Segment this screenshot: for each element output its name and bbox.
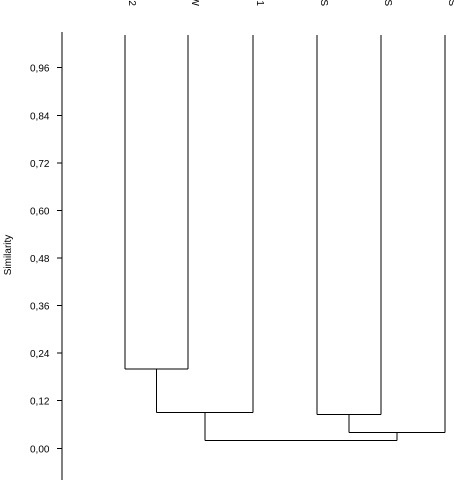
leaf-label: CS [382,0,393,6]
y-axis-label: Similarity [3,235,14,276]
leaf-labels: SS2 CW SS1 TS CS MS [126,0,454,7]
y-tick-label: 0,72 [30,159,50,170]
y-tick-label: 0,60 [30,206,50,217]
leaf-label: SS2 [126,0,137,6]
y-tick-label: 0,24 [30,349,50,360]
dendrogram-branches [124,35,446,441]
y-tick-label: 0,36 [30,302,50,313]
y-tick-label: 0,00 [30,444,50,455]
leaf-label: CW [189,0,200,7]
y-axis-ticks: 0,96 0,84 0,72 0,60 0,48 0,36 0,24 0,12 0,00 [30,64,62,455]
y-tick-label: 0,96 [30,64,50,75]
y-tick-label: 0,12 [30,397,50,408]
y-tick-label: 0,48 [30,254,50,265]
leaf-label: TS [318,0,329,6]
y-tick-label: 0,84 [30,111,50,122]
leaf-label: SS1 [254,0,265,6]
leaf-label: MS [446,0,454,6]
